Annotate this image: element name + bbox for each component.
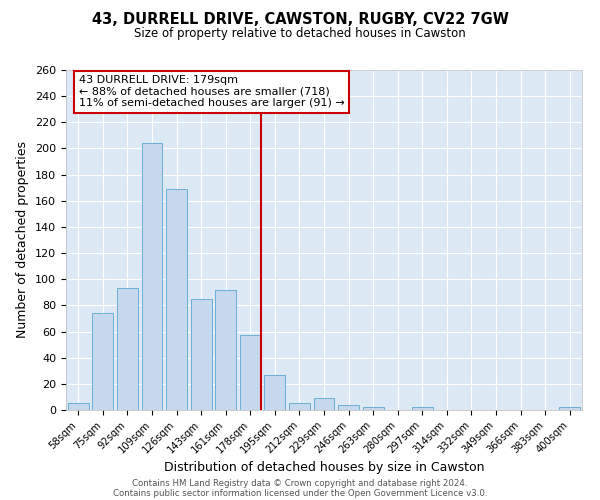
- Bar: [314, 398, 334, 410]
- Bar: [166, 189, 187, 410]
- Text: Contains HM Land Registry data © Crown copyright and database right 2024.: Contains HM Land Registry data © Crown c…: [132, 478, 468, 488]
- Bar: [240, 336, 261, 410]
- X-axis label: Distribution of detached houses by size in Cawston: Distribution of detached houses by size …: [164, 461, 484, 474]
- Text: 43 DURRELL DRIVE: 179sqm
← 88% of detached houses are smaller (718)
11% of semi-: 43 DURRELL DRIVE: 179sqm ← 88% of detach…: [79, 75, 344, 108]
- Text: Contains public sector information licensed under the Open Government Licence v3: Contains public sector information licen…: [113, 488, 487, 498]
- Text: 43, DURRELL DRIVE, CAWSTON, RUGBY, CV22 7GW: 43, DURRELL DRIVE, CAWSTON, RUGBY, CV22 …: [92, 12, 508, 28]
- Bar: [117, 288, 138, 410]
- Y-axis label: Number of detached properties: Number of detached properties: [16, 142, 29, 338]
- Bar: [92, 313, 113, 410]
- Bar: [289, 404, 310, 410]
- Bar: [265, 374, 286, 410]
- Text: Size of property relative to detached houses in Cawston: Size of property relative to detached ho…: [134, 28, 466, 40]
- Bar: [68, 404, 89, 410]
- Bar: [362, 408, 383, 410]
- Bar: [142, 143, 163, 410]
- Bar: [559, 408, 580, 410]
- Bar: [338, 405, 359, 410]
- Bar: [191, 299, 212, 410]
- Bar: [412, 408, 433, 410]
- Bar: [215, 290, 236, 410]
